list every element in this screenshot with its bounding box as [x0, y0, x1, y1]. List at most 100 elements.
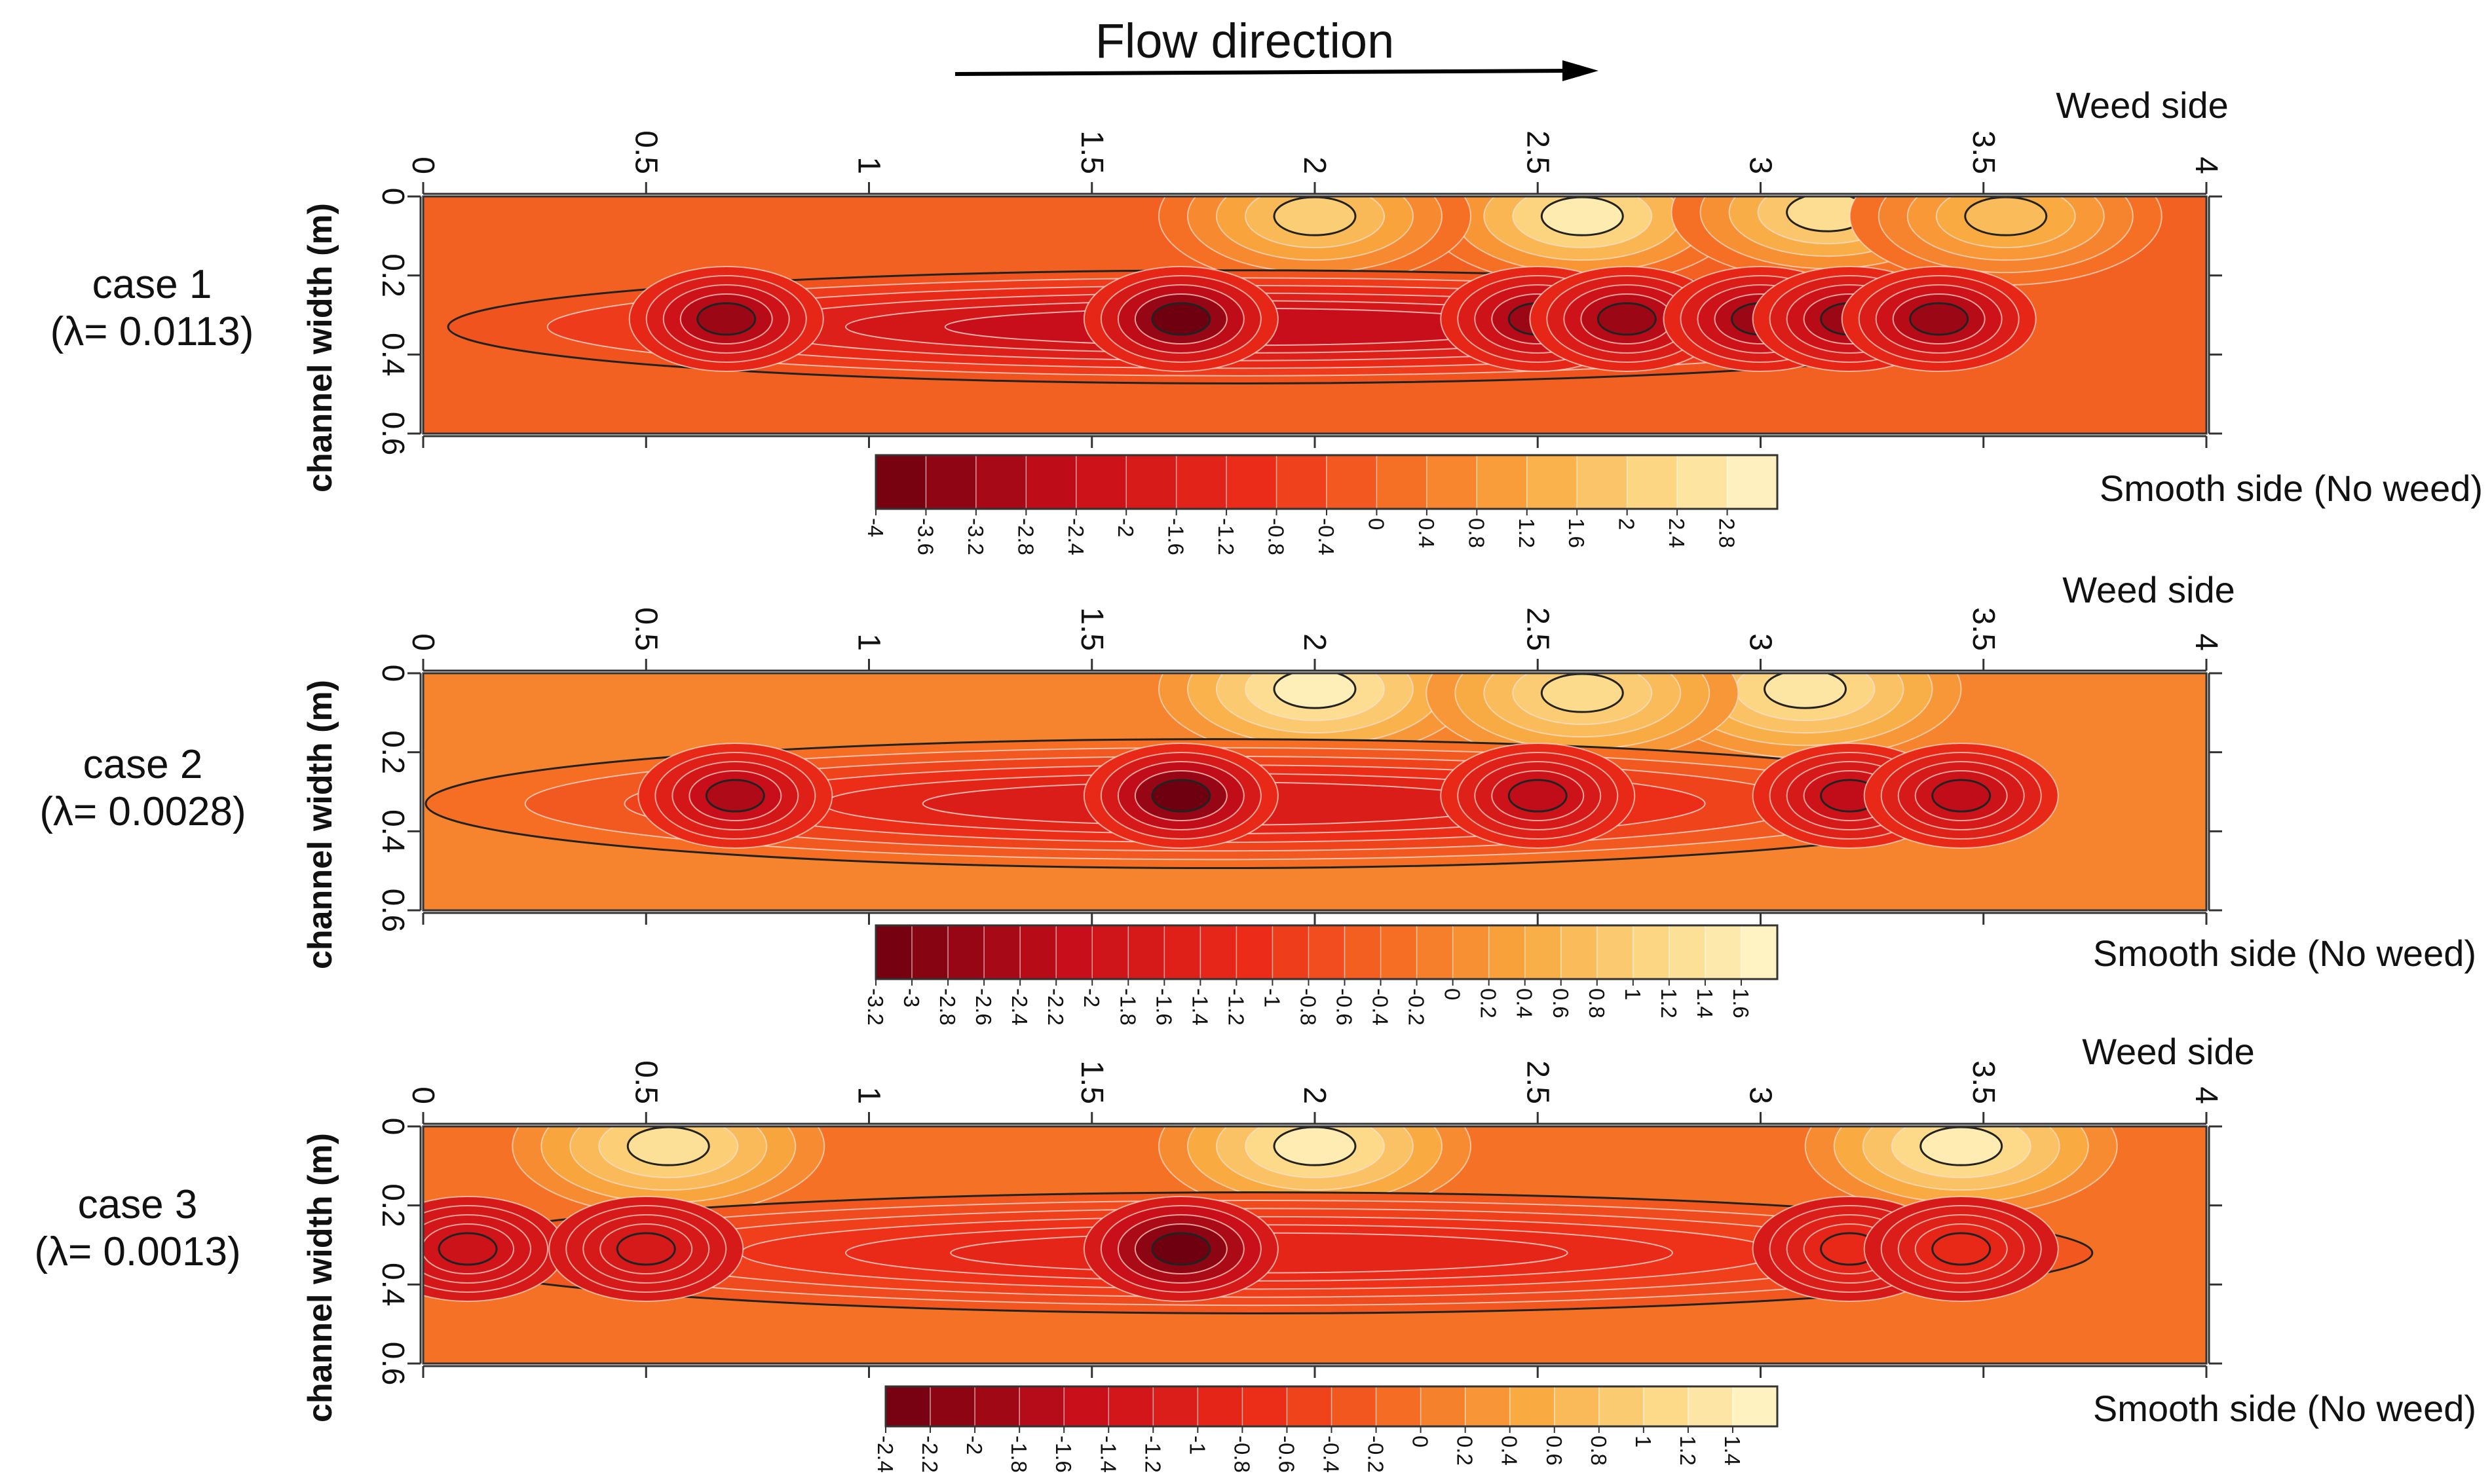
y-tick-label: 0.4 — [375, 1263, 410, 1307]
y-tick-label: 0.6 — [375, 1342, 410, 1386]
x-tick-label: 4 — [2189, 157, 2223, 174]
colorbar-tick-label: -0.8 — [1230, 1436, 1254, 1473]
flow-direction-title: Flow direction — [1095, 14, 1395, 68]
colorbar-bin — [875, 454, 927, 510]
maximum-band — [1764, 673, 1847, 709]
colorbar-bin — [974, 1386, 1021, 1427]
x-tick-label: 1 — [852, 633, 886, 651]
colorbar-tick-label: -1.2 — [1214, 518, 1238, 555]
colorbar-tick-label: 0 — [1441, 988, 1465, 1000]
y-tick-label: 0.4 — [375, 809, 410, 853]
flow-direction-header: Flow direction — [954, 14, 1598, 81]
colorbar: -4 -3.6 -3.2 -2.8 -2.4 -2 -1.6 -1.2 -0.8 -0.4 0 0.4… — [863, 454, 1779, 555]
colorbar-tick-label: -0.8 — [1296, 988, 1320, 1026]
minimum-band — [1151, 302, 1211, 336]
colorbar-bin — [1326, 454, 1378, 510]
colorbar-tick-label: 0.6 — [1549, 988, 1573, 1018]
colorbar-bin — [1669, 925, 1707, 980]
colorbar-tick-label: -1.6 — [1152, 988, 1176, 1026]
plot-frame — [422, 672, 2208, 912]
colorbar-tick-label: -1 — [1185, 1436, 1209, 1455]
colorbar-tick-label: 0.6 — [1542, 1436, 1566, 1466]
colorbar-bin — [1241, 1386, 1288, 1427]
colorbar-bin — [1197, 1386, 1243, 1427]
colorbar-tick-label: -0.4 — [1319, 1436, 1344, 1473]
smooth-side-label: Smooth side (No weed) — [2093, 933, 2476, 974]
colorbar-bin — [1598, 1386, 1645, 1427]
colorbar-tick-label: 0.8 — [1587, 1436, 1611, 1466]
x-tick-label: 0 — [406, 1086, 440, 1104]
y-tick-label: 0 — [375, 665, 410, 682]
colorbar-tick-label: 1.6 — [1729, 988, 1753, 1018]
colorbar-bin — [1286, 1386, 1332, 1427]
colorbar-bin — [1526, 454, 1578, 510]
x-tick-label: 3.5 — [1966, 130, 2001, 174]
colorbar-tick-label: -0.8 — [1264, 518, 1289, 555]
colorbar-tick-label: -2 — [962, 1436, 987, 1455]
colorbar-tick-label: 0 — [1364, 518, 1388, 530]
x-tick-label: 3 — [1743, 157, 1778, 174]
colorbar-tick-label: -2 — [1080, 988, 1104, 1007]
smooth-side-label: Smooth side (No weed) — [2093, 1388, 2476, 1429]
colorbar-tick-label: -1.4 — [1096, 1436, 1120, 1473]
colorbar-bin — [1596, 925, 1634, 980]
case-label: case 3 — [78, 1182, 198, 1227]
colorbar-bin — [1676, 454, 1728, 510]
colorbar-tick-label: -3.6 — [913, 518, 937, 555]
minimum-band — [1151, 779, 1211, 813]
x-tick-label: 0.5 — [628, 607, 663, 651]
minimum-band — [1931, 1232, 1992, 1266]
colorbar: -3.2 -3 -2.8 -2.6 -2.4 -2.2 -2 -1.8 -1.6 -1.4 -1.2… — [863, 924, 1779, 1026]
colorbar-bin — [1643, 1386, 1690, 1427]
y-tick-label: 0.2 — [375, 253, 410, 297]
colorbar-bin — [1464, 1386, 1511, 1427]
colorbar: -2.4 -2.2 -2 -1.8 -1.6 -1.4 -1.2 -1 -0.8 -0.6 -0.4… — [873, 1385, 1779, 1473]
colorbar-bin — [1416, 925, 1454, 980]
colorbar-tick-label: 2 — [1615, 518, 1639, 530]
x-tick-label: 2 — [1297, 157, 1332, 174]
colorbar-bin — [1554, 1386, 1600, 1427]
colorbar-tick-label: -1.2 — [1141, 1436, 1165, 1473]
minimum-band — [1596, 302, 1657, 336]
colorbar-bin — [1420, 1386, 1466, 1427]
colorbar-tick-label: 0.4 — [1513, 988, 1537, 1018]
weed-side-label: Weed side — [2056, 84, 2229, 126]
minimum-band — [696, 302, 757, 336]
colorbar-tick-label: -0.6 — [1332, 988, 1357, 1026]
colorbar-tick-label: -2.8 — [935, 988, 960, 1026]
colorbar-bin — [911, 925, 949, 980]
x-tick-label: 1.5 — [1074, 130, 1109, 174]
weed-side-label: Weed side — [2062, 569, 2235, 610]
x-axis: 0 0.5 1 1.5 2 2.5 3 3.5 4 — [406, 1060, 2223, 1378]
colorbar-tick-label: -2.4 — [1064, 518, 1088, 555]
x-axis: 0 0.5 1 1.5 2 2.5 3 3.5 4 — [406, 607, 2223, 925]
lambda-label: (λ= 0.0113) — [50, 309, 254, 354]
colorbar-tick-label: -2.2 — [918, 1436, 942, 1473]
colorbar-bin — [1576, 454, 1628, 510]
x-tick-label: 2 — [1297, 1086, 1332, 1104]
colorbar-bin — [1272, 925, 1310, 980]
contour-field — [447, 196, 2162, 384]
smooth-side-label: Smooth side (No weed) — [2100, 468, 2483, 509]
panel-case-1: 0 0.5 1 1.5 2 2.5 3 3.5 4 0 0.2 0.4 0.6 channel width… — [50, 84, 2483, 555]
contour-field — [425, 673, 2059, 870]
colorbar-tick-label: -2.8 — [1013, 518, 1038, 555]
plot-frame — [422, 195, 2208, 435]
colorbar-bin — [947, 925, 985, 980]
y-tick-label: 0 — [375, 1118, 410, 1136]
colorbar-bin — [1125, 454, 1177, 510]
maximum-band — [1919, 1126, 2003, 1166]
colorbar-bin — [975, 454, 1027, 510]
y-axis-label: channel width (m) — [301, 1133, 339, 1422]
x-tick-label: 1 — [852, 157, 886, 174]
x-tick-label: 0 — [406, 633, 440, 651]
colorbar-tick-label: 1.2 — [1657, 988, 1681, 1018]
colorbar-tick-label: 1.4 — [1720, 1436, 1745, 1466]
case-label: case 2 — [83, 742, 203, 787]
x-tick-label: 2 — [1297, 633, 1332, 651]
colorbar-tick-label: -1.6 — [1051, 1436, 1076, 1473]
colorbar-bin — [1019, 925, 1057, 980]
x-tick-label: 2.5 — [1520, 607, 1555, 651]
colorbar-tick-label: 0.8 — [1585, 988, 1609, 1018]
